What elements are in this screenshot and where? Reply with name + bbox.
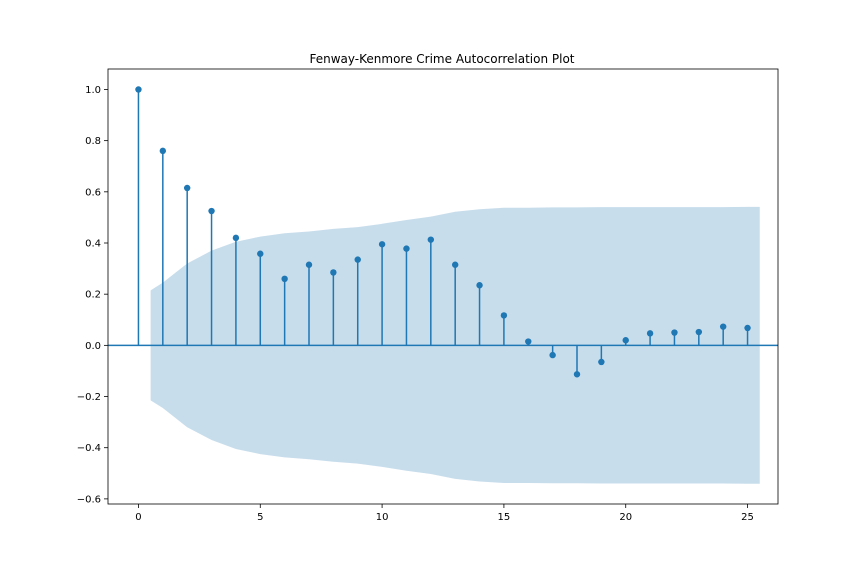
acf-point [232, 234, 240, 242]
x-tick-label: 10 [376, 512, 389, 523]
acf-point [135, 86, 142, 93]
acf-point [281, 275, 288, 283]
acf-point [305, 261, 313, 268]
acf-point [378, 241, 386, 248]
y-tick-label: −0.2 [77, 392, 101, 403]
y-tick-label: −0.4 [77, 443, 101, 454]
acf-point [183, 184, 191, 192]
acf-point [719, 323, 727, 330]
acf-point [598, 358, 605, 366]
x-tick-label: 15 [498, 512, 511, 523]
acf-point [330, 269, 337, 276]
y-tick-label: 1.0 [85, 85, 101, 96]
acf-point [622, 337, 629, 344]
x-tick-label: 0 [135, 512, 141, 523]
x-tick-label: 5 [257, 512, 263, 523]
acf-point [208, 207, 215, 215]
acf-point [671, 329, 678, 336]
acf-point [403, 245, 410, 252]
y-tick-label: 0.8 [85, 136, 101, 147]
acf-point [573, 371, 581, 378]
acf-point [427, 236, 435, 243]
y-tick-label: 0.2 [85, 290, 101, 301]
acf-point [476, 282, 483, 289]
acf-point [500, 312, 508, 319]
acf-point [695, 328, 703, 336]
chart-title: Fenway-Kenmore Crime Autocorrelation Plo… [310, 52, 575, 66]
x-tick-label: 25 [741, 512, 754, 523]
acf-point [549, 351, 556, 359]
acf-point [159, 147, 167, 155]
acf-point [257, 250, 264, 257]
y-tick-label: 0.4 [85, 239, 101, 250]
acf-point [744, 324, 751, 332]
x-tick-label: 20 [619, 512, 632, 523]
y-tick-label: 0.6 [85, 187, 101, 198]
axes-frame [107, 68, 779, 505]
y-tick-label: −0.6 [77, 494, 101, 505]
acf-point [354, 256, 361, 263]
acf-point [646, 330, 654, 337]
plot-area [108, 86, 778, 484]
y-tick-label: 0.0 [85, 341, 101, 352]
axes: 0 5 10 15 20 25 −0.6 −0.4 −0.2 0.0 0.2 0.4 0.6 0.8 1.0 [77, 85, 754, 523]
acf-point [451, 261, 459, 268]
acf-point [525, 338, 532, 345]
